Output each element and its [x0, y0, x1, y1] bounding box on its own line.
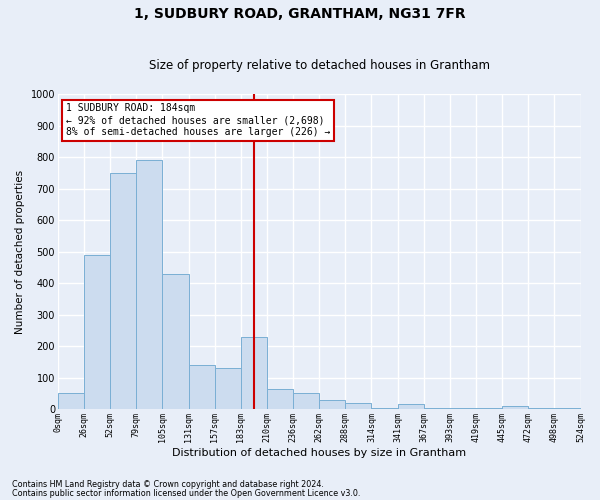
Bar — [215, 368, 241, 409]
Bar — [346, 403, 371, 409]
Title: Size of property relative to detached houses in Grantham: Size of property relative to detached ho… — [149, 59, 490, 72]
Bar — [371, 408, 398, 409]
Text: Contains public sector information licensed under the Open Government Licence v3: Contains public sector information licen… — [12, 488, 361, 498]
Bar — [136, 160, 163, 409]
X-axis label: Distribution of detached houses by size in Grantham: Distribution of detached houses by size … — [172, 448, 466, 458]
Bar — [502, 406, 528, 409]
Bar — [241, 336, 267, 409]
Text: Contains HM Land Registry data © Crown copyright and database right 2024.: Contains HM Land Registry data © Crown c… — [12, 480, 324, 489]
Bar — [58, 394, 84, 409]
Bar — [476, 408, 502, 409]
Text: 1 SUDBURY ROAD: 184sqm
← 92% of detached houses are smaller (2,698)
8% of semi-d: 1 SUDBURY ROAD: 184sqm ← 92% of detached… — [65, 104, 330, 136]
Bar — [398, 404, 424, 409]
Bar — [528, 408, 554, 409]
Bar — [450, 408, 476, 409]
Bar — [424, 408, 450, 409]
Bar — [84, 254, 110, 409]
Text: 1, SUDBURY ROAD, GRANTHAM, NG31 7FR: 1, SUDBURY ROAD, GRANTHAM, NG31 7FR — [134, 8, 466, 22]
Bar — [163, 274, 188, 409]
Bar — [293, 394, 319, 409]
Bar — [110, 173, 136, 409]
Bar — [267, 388, 293, 409]
Bar — [188, 365, 215, 409]
Bar — [554, 408, 581, 409]
Bar — [319, 400, 346, 409]
Y-axis label: Number of detached properties: Number of detached properties — [15, 170, 25, 334]
